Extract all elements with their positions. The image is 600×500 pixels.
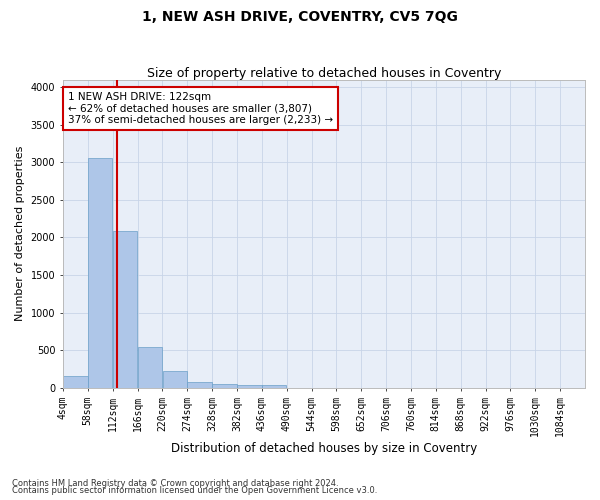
Bar [187, 382, 212, 388]
Bar [63, 376, 88, 388]
Text: Contains public sector information licensed under the Open Government Licence v3: Contains public sector information licen… [12, 486, 377, 495]
Text: 1, NEW ASH DRIVE, COVENTRY, CV5 7QG: 1, NEW ASH DRIVE, COVENTRY, CV5 7QG [142, 10, 458, 24]
Bar [113, 232, 137, 388]
Bar [212, 384, 237, 388]
Y-axis label: Number of detached properties: Number of detached properties [15, 146, 25, 322]
Bar [88, 158, 112, 388]
Bar [138, 347, 162, 388]
Title: Size of property relative to detached houses in Coventry: Size of property relative to detached ho… [147, 66, 501, 80]
Bar [163, 371, 187, 388]
Bar [262, 386, 286, 388]
Text: Contains HM Land Registry data © Crown copyright and database right 2024.: Contains HM Land Registry data © Crown c… [12, 478, 338, 488]
X-axis label: Distribution of detached houses by size in Coventry: Distribution of detached houses by size … [171, 442, 477, 455]
Bar [237, 386, 262, 388]
Text: 1 NEW ASH DRIVE: 122sqm
← 62% of detached houses are smaller (3,807)
37% of semi: 1 NEW ASH DRIVE: 122sqm ← 62% of detache… [68, 92, 333, 125]
